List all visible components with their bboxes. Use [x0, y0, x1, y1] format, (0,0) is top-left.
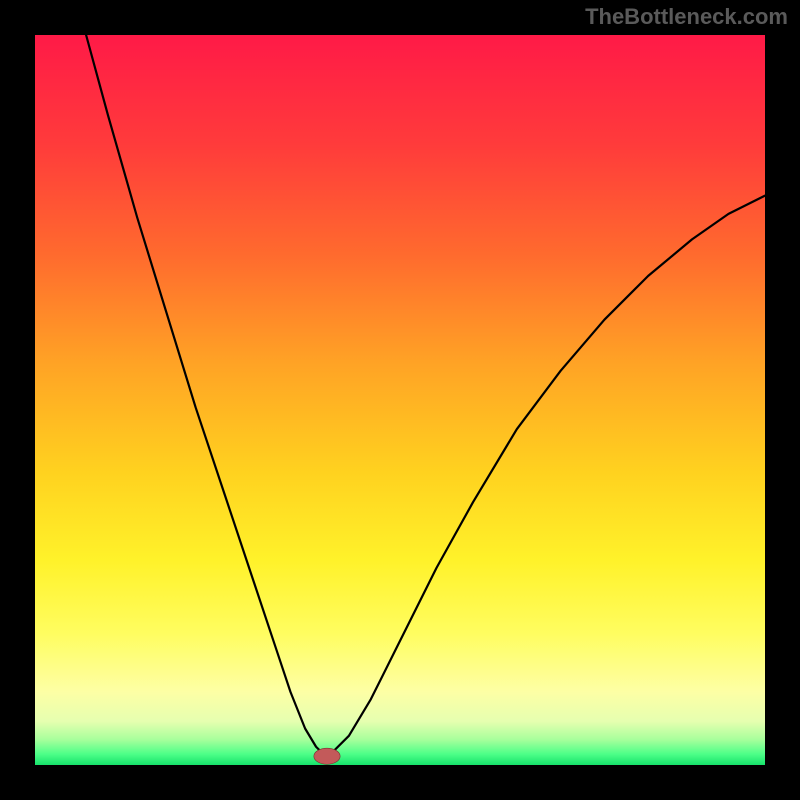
plot-background: [35, 35, 765, 765]
minimum-marker: [314, 748, 340, 764]
bottleneck-chart: [0, 0, 800, 800]
watermark-text: TheBottleneck.com: [585, 4, 788, 30]
chart-container: TheBottleneck.com: [0, 0, 800, 800]
